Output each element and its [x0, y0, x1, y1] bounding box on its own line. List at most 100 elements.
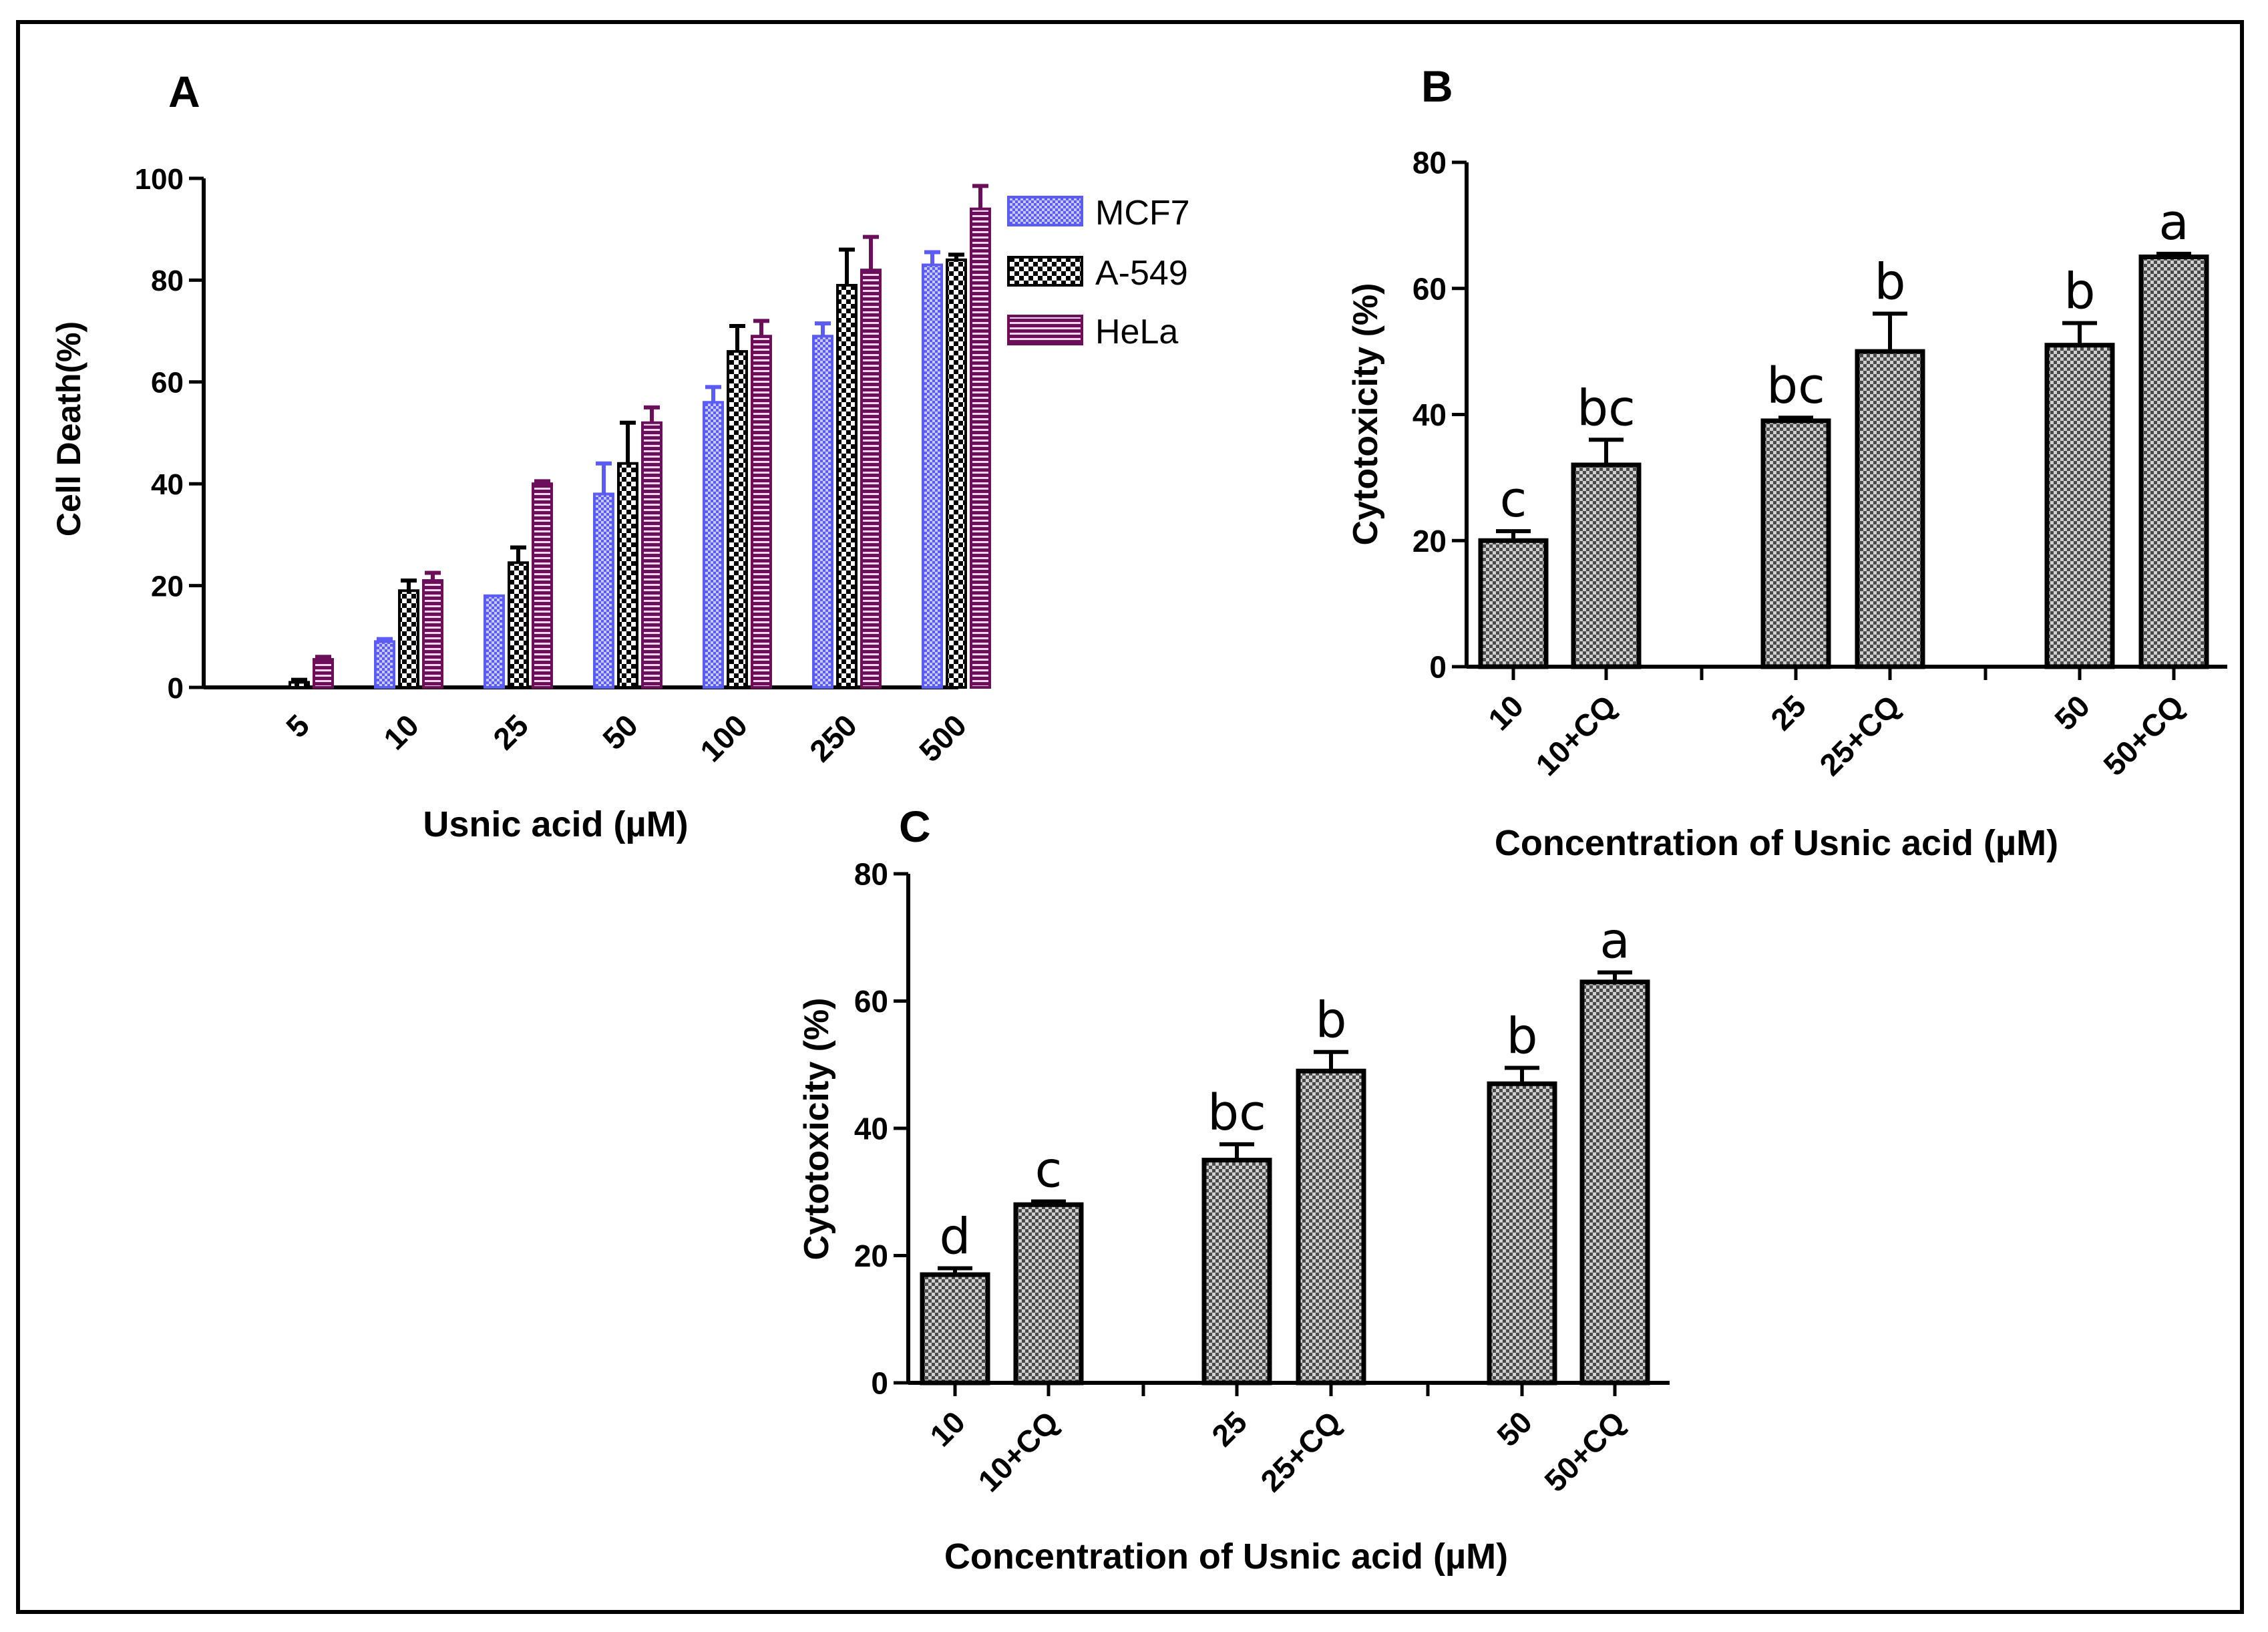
- bar-mcf7-25: [484, 594, 505, 689]
- panel-c-y-tick-label: 40: [854, 1112, 888, 1146]
- panel-b-bar-10+CQ: [1571, 462, 1642, 669]
- panel-a: A Cell Death(%) Usnic acid (µM) 0 20 40 60 8…: [50, 67, 1190, 844]
- panel-a-x-tick-label: 100: [693, 707, 754, 768]
- panel-c-x-tick-label: 25+CQ: [1254, 1404, 1348, 1498]
- panel-c-x-tick-label: 10: [923, 1404, 972, 1453]
- panel-b-ylabel: Cytotoxicity (%): [1346, 283, 1385, 546]
- panel-a-y-tick-label: 20: [151, 570, 184, 603]
- legend-swatch-mcf7: [1007, 196, 1083, 226]
- panel-b-y-tick-label: 20: [1412, 524, 1447, 558]
- panel-a-y-tick-label: 0: [168, 672, 184, 705]
- panel-c-significance-25+CQ: b: [1316, 992, 1347, 1049]
- panel-c-y-tick-label: 60: [854, 984, 888, 1019]
- panel-c-x-tick-label: 50: [1490, 1404, 1539, 1453]
- panel-a-x-tick-label: 50: [596, 707, 644, 756]
- bar-hela-100: [751, 335, 772, 689]
- panel-b-y-tick-label: 60: [1412, 271, 1447, 306]
- panel-c-bar-25+CQ: [1296, 1068, 1366, 1385]
- panel-a-x-tick-label: 25: [486, 707, 535, 756]
- panel-a-y-tick-label: 80: [151, 265, 184, 297]
- panel-c-bar-10: [920, 1272, 990, 1385]
- panel-c-letter: C: [899, 802, 931, 851]
- panel-b-y-tick-label: 80: [1412, 146, 1447, 180]
- panel-b-letter: B: [1421, 61, 1453, 111]
- panel-b-significance-25: bc: [1766, 357, 1825, 415]
- panel-b-significance-50: b: [2064, 263, 2096, 321]
- panel-b-bar-50: [2044, 343, 2115, 669]
- panel-c-y-tick-label: 20: [854, 1239, 888, 1273]
- panel-b-significance-50+CQ: a: [2158, 194, 2189, 251]
- bar-hela-500: [970, 207, 991, 689]
- panel-c: C Cytotoxicity (%) Concentration of Usni…: [797, 802, 1670, 1577]
- panel-c-ylabel: Cytotoxicity (%): [797, 998, 836, 1261]
- panel-a-plot: 0 20 40 60 80 100 5 10 25 50 100 250 500: [135, 163, 991, 768]
- panel-b-bar-50+CQ: [2138, 255, 2209, 669]
- panel-b-significance-25+CQ: b: [1875, 254, 1906, 311]
- panel-b-bar-10: [1478, 538, 1549, 669]
- panel-c-x-tick-label: 25: [1205, 1404, 1254, 1453]
- panel-a-x-tick-label: 250: [803, 707, 864, 768]
- legend-label-mcf7: MCF7: [1095, 194, 1190, 232]
- panel-c-significance-50: b: [1507, 1008, 1538, 1066]
- panel-a-x-tick-label: 10: [377, 707, 425, 756]
- panel-b-y-tick-label: 40: [1412, 397, 1447, 432]
- panel-b-x-tick-label: 50+CQ: [2096, 688, 2191, 782]
- panel-c-significance-25: bc: [1207, 1084, 1266, 1142]
- panel-c-bar-25: [1201, 1158, 1272, 1385]
- panel-b-x-tick-label: 10+CQ: [1529, 688, 1623, 782]
- bar-mcf7-500: [922, 263, 943, 689]
- panel-c-significance-10+CQ: c: [1035, 1142, 1063, 1199]
- panel-c-bar-50+CQ: [1579, 979, 1650, 1385]
- figure-frame: [16, 20, 2244, 1614]
- panel-c-x-tick-label: 50+CQ: [1537, 1404, 1632, 1498]
- bar-hela-25: [532, 482, 553, 689]
- bar-a-549-25: [508, 561, 529, 689]
- panel-c-significance-10: d: [940, 1208, 971, 1266]
- panel-b-bar-25+CQ: [1855, 349, 1925, 669]
- panel-c-y-tick-label: 80: [854, 857, 888, 892]
- bar-hela-250: [860, 269, 882, 689]
- panel-a-x-tick-label: 5: [279, 707, 316, 744]
- panel-a-y-tick-label: 100: [135, 163, 184, 196]
- panel-b-y-tick-label: 0: [1429, 650, 1447, 685]
- panel-c-bar-10+CQ: [1013, 1202, 1084, 1385]
- bar-mcf7-250: [812, 335, 833, 689]
- panel-c-plot: 0 20 40 60 80 d 10 c 10+CQ bc 25 b 25+CQ b 50 a 50+CQ: [854, 857, 1670, 1498]
- panel-b-x-tick-label: 10: [1481, 688, 1530, 737]
- panel-a-y-tick-label: 40: [151, 468, 184, 501]
- panel-b-significance-10: c: [1500, 471, 1527, 528]
- panel-b-bar-25: [1760, 418, 1831, 669]
- bar-a-549-10: [398, 589, 419, 689]
- bar-a-549-100: [727, 350, 748, 689]
- bar-mcf7-100: [703, 401, 724, 689]
- panel-b-x-tick-label: 50: [2048, 688, 2096, 737]
- bar-mcf7-50: [593, 492, 614, 689]
- legend-swatch-a549: [1007, 256, 1083, 287]
- panel-c-xlabel: Concentration of Usnic acid (µM): [944, 1536, 1508, 1577]
- panel-b-x-tick-label: 25+CQ: [1813, 688, 1907, 782]
- bar-hela-50: [641, 421, 663, 689]
- panel-c-y-tick-label: 0: [871, 1366, 888, 1401]
- panel-a-x-tick-label: 500: [912, 707, 973, 768]
- panel-b-plot: 0 20 40 60 80 c 10 bc 10+CQ bc 25 b 25+CQ b 50 a 50+CQ: [1412, 146, 2227, 782]
- bar-mcf7-10: [374, 640, 395, 689]
- panel-c-significance-50+CQ: a: [1599, 913, 1630, 970]
- bar-a-549-50: [617, 462, 638, 689]
- bar-a-549-5: [289, 681, 310, 689]
- panel-b-xlabel: Concentration of Usnic acid (µM): [1495, 823, 2058, 863]
- bar-a-549-500: [946, 258, 967, 689]
- panel-a-xlabel: Usnic acid (µM): [423, 804, 688, 844]
- panel-b: B Cytotoxicity (%) Concentration of Usni…: [1346, 61, 2227, 863]
- bar-hela-10: [422, 579, 443, 689]
- panel-a-legend: MCF7 A-549 HeLa: [1007, 194, 1190, 351]
- panel-a-ylabel: Cell Death(%): [50, 321, 87, 536]
- panel-b-x-tick-label: 25: [1764, 688, 1813, 737]
- legend-label-hela: HeLa: [1095, 313, 1178, 351]
- panel-c-bar-50: [1487, 1081, 1557, 1385]
- panel-b-significance-10+CQ: bc: [1577, 379, 1636, 437]
- panel-a-y-tick-label: 60: [151, 367, 184, 399]
- legend-swatch-hela: [1007, 315, 1083, 345]
- panel-a-letter: A: [168, 67, 200, 116]
- panel-c-x-tick-label: 10+CQ: [971, 1404, 1065, 1498]
